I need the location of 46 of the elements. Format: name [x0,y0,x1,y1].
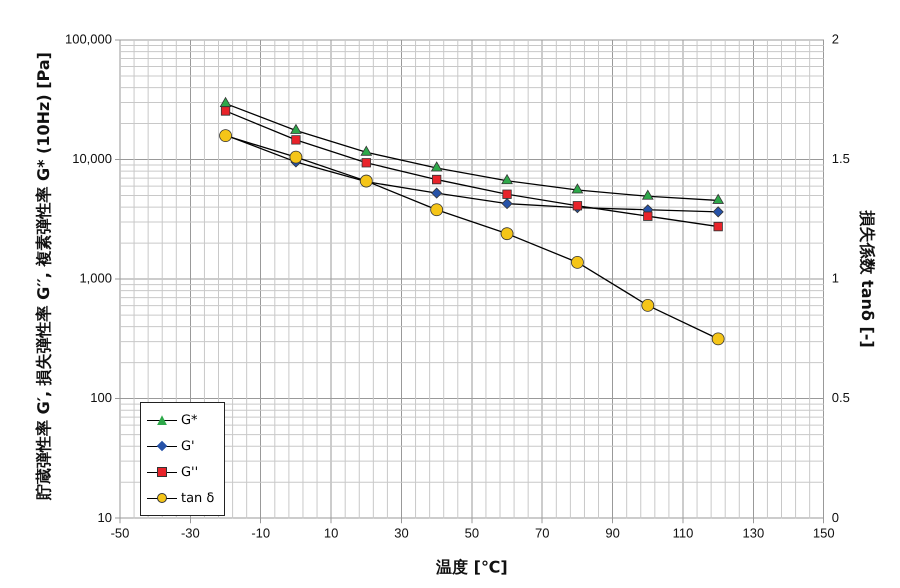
point [291,135,301,145]
y2-tick-label: 1.5 [832,151,850,166]
y2-tick-label: 0 [832,510,839,525]
x-tick-label: -10 [251,526,270,541]
point [572,201,582,210]
point [290,124,302,134]
point [431,188,442,199]
y-tick-label: 1,000 [79,270,112,286]
x-tick-label: 110 [672,526,694,541]
point [572,184,584,194]
y2-tick-label: 1 [832,270,839,286]
y-tick-label: 10,000 [72,151,112,166]
y2-tick-label: 0.5 [832,390,850,406]
point [502,190,512,199]
x-tick-label: 150 [812,526,835,541]
x-tick-label: -30 [180,526,200,541]
x-tick-label: 10 [324,526,338,541]
point [642,190,654,200]
x-axis-title: 温度 [℃] [435,558,508,577]
point [362,158,371,168]
x-tick-label: -50 [110,526,130,541]
point [220,97,232,107]
y2-tick-label: 2 [832,32,839,47]
x-tick-label: 50 [464,526,480,541]
x-tick-label: 30 [394,526,409,541]
y-tick-label: 100 [90,390,112,406]
point [360,146,372,156]
legend-label: G' [180,438,195,454]
point [712,206,724,218]
point [712,194,724,204]
point [502,198,512,210]
point [431,162,442,172]
x-tick-label: 90 [605,526,620,541]
point [501,174,513,184]
y-tick-label: 100,000 [64,32,112,47]
point [432,174,442,184]
point [714,222,723,232]
y-axis-title: 貯蔵弾性率 G′, 損失弾性率 G′′, 複素弾性率 G* (10Hz) [Pa] [33,51,54,502]
legend-label: G'' [180,464,198,480]
point [643,212,652,221]
y2-axis-title: 損失係数 tanδ [-] [858,209,878,348]
legend-label: G* [180,412,198,428]
x-tick-label: 70 [535,526,550,541]
legend-label: tan δ [180,490,214,506]
x-tick-label: 130 [742,526,764,541]
y-tick-label: 10 [98,510,112,525]
